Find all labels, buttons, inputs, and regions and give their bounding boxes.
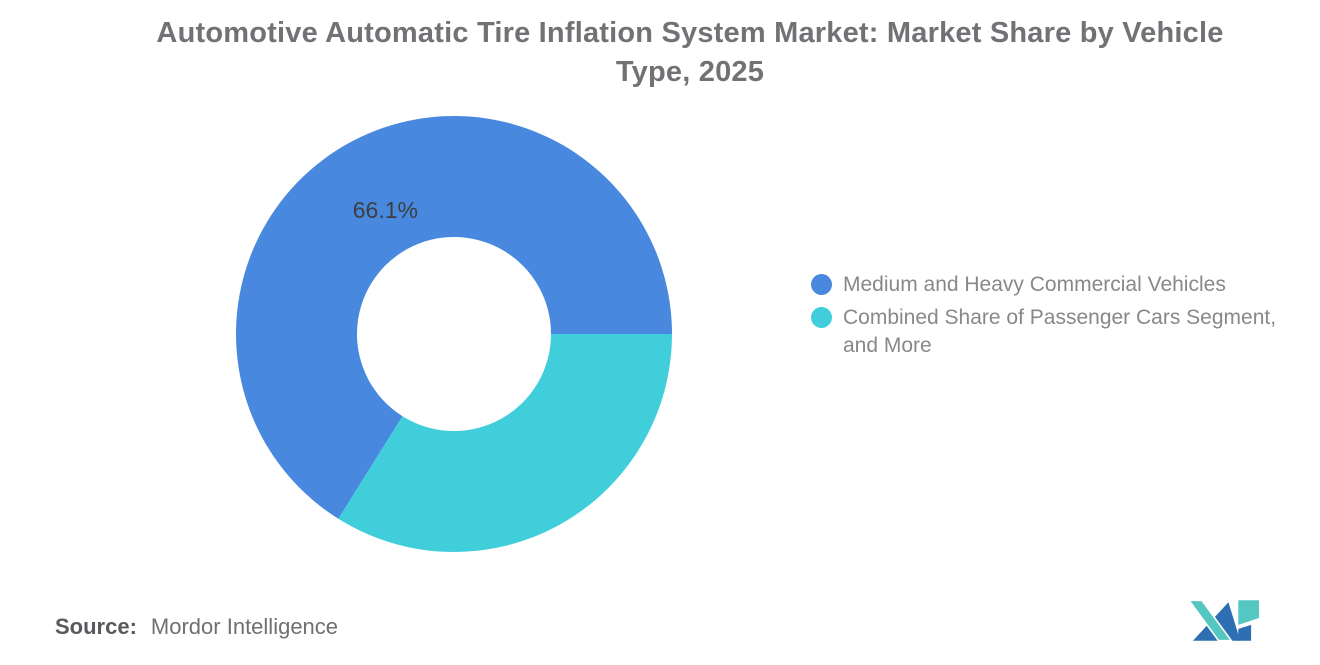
logo-i-blue-shape — [1238, 624, 1252, 641]
legend-swatch-teal-icon — [811, 307, 832, 328]
logo-m-teal-shape — [1189, 600, 1233, 641]
legend-swatch-blue-icon — [811, 274, 832, 295]
legend-text-line: Medium and Heavy Commercial Vehicles — [843, 273, 1226, 296]
legend-label: Medium and Heavy Commercial Vehicles — [843, 271, 1226, 299]
logo-i-teal-shape — [1238, 600, 1259, 625]
legend-label: Combined Share of Passenger Cars Segment… — [843, 304, 1276, 360]
chart-title: Automotive Automatic Tire Inflation Syst… — [60, 14, 1320, 92]
legend-text-line: and More — [843, 334, 932, 357]
source-value: Mordor Intelligence — [150, 614, 339, 639]
legend-item-medium-heavy-commercial: Medium and Heavy Commercial Vehicles — [811, 271, 1276, 299]
chart-title-line2: Type, 2025 — [615, 56, 765, 88]
pie-slice-1 — [338, 334, 672, 552]
legend: Medium and Heavy Commercial Vehicles Com… — [811, 271, 1276, 360]
source-label: Source: — [55, 614, 137, 639]
source-row: Source: Mordor Intelligence — [55, 614, 338, 640]
legend-text-line: Combined Share of Passenger Cars Segment… — [843, 306, 1277, 329]
legend-item-passenger-cars-combined: Combined Share of Passenger Cars Segment… — [811, 304, 1276, 360]
mordor-intelligence-logo — [1189, 600, 1259, 641]
pie-slice-0 — [235, 115, 672, 519]
chart-title-line1: Automotive Automatic Tire Inflation Syst… — [156, 17, 1224, 49]
slice-data-label: 66.1% — [353, 197, 418, 223]
